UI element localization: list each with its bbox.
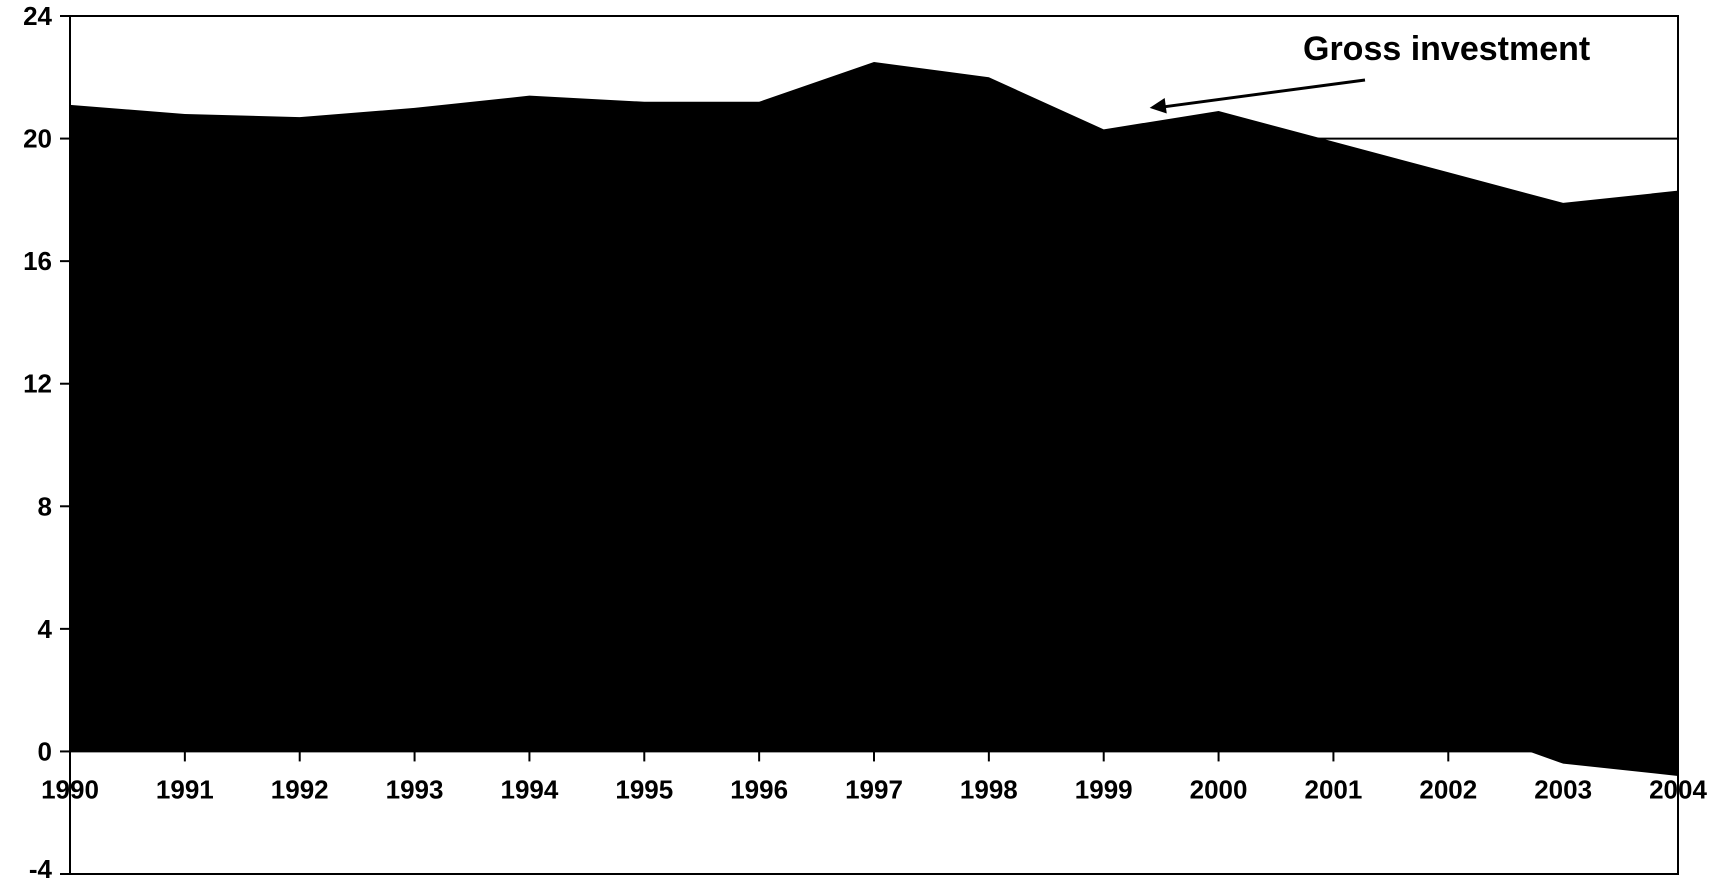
x-tick-label: 2004 (1649, 774, 1707, 804)
y-tick-label: 20 (23, 124, 52, 154)
annotation-label: Gross investment (1303, 30, 1590, 68)
x-tick-label: 1991 (156, 774, 214, 804)
y-tick-label: -4 (29, 854, 53, 880)
x-tick-labels: 1990 1991 1992 1993 1994 1995 1996 1997 1998 1999… (41, 751, 1707, 804)
y-tick-label: 12 (23, 369, 52, 399)
x-tick-label: 2003 (1534, 774, 1592, 804)
gross-investment-area (70, 61, 1678, 752)
x-tick-label: 1996 (730, 774, 788, 804)
x-tick-label: 1990 (41, 774, 99, 804)
annotation-arrow (1155, 78, 1366, 110)
x-tick-label: 1994 (501, 774, 559, 804)
y-tick-label: 8 (38, 491, 52, 521)
y-tick-label: 0 (38, 736, 52, 766)
x-tick-label: 1998 (960, 774, 1018, 804)
x-tick-label: 2002 (1419, 774, 1477, 804)
x-tick-label: 1993 (386, 774, 444, 804)
annotation-arrowhead (1149, 98, 1167, 114)
y-tick-label: 4 (38, 614, 53, 644)
y-tick-label: 24 (23, 1, 52, 31)
annotations: Gross investment (1149, 30, 1590, 114)
x-tick-label: 2001 (1305, 774, 1363, 804)
x-tick-label: 1992 (271, 774, 329, 804)
y-tick-label: 16 (23, 246, 52, 276)
x-tick-label: 1997 (845, 774, 903, 804)
y-tick-labels: 24 20 16 12 8 4 0 -4 (23, 1, 70, 880)
x-tick-label: 1995 (615, 774, 673, 804)
x-tick-label: 1999 (1075, 774, 1133, 804)
x-tick-label: 2000 (1190, 774, 1248, 804)
